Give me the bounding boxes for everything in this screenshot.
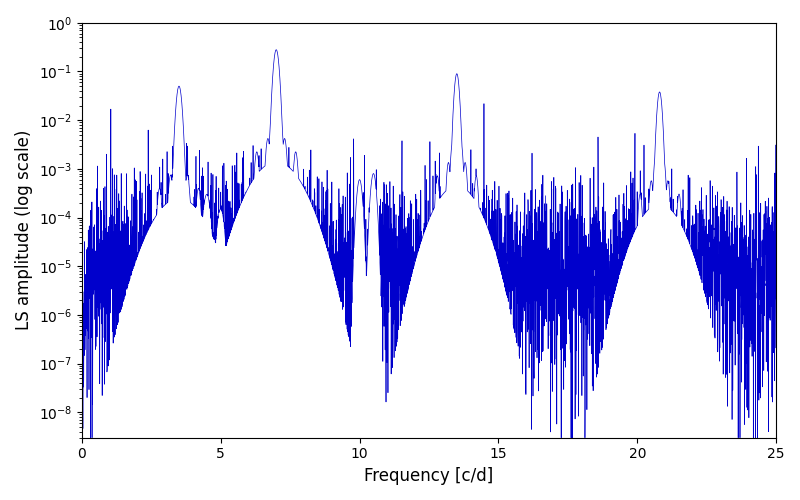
X-axis label: Frequency [c/d]: Frequency [c/d] [364,467,494,485]
Y-axis label: LS amplitude (log scale): LS amplitude (log scale) [15,130,33,330]
